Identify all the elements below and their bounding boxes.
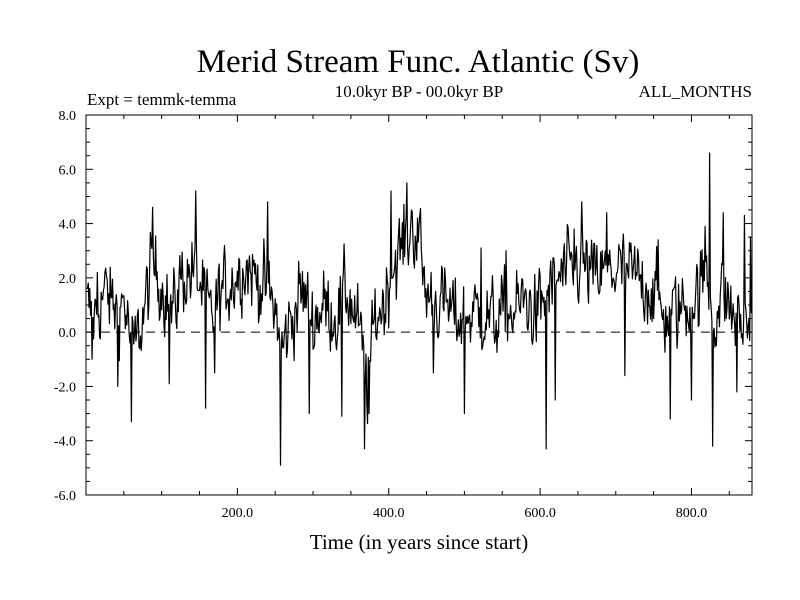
y-tick-label: -2.0	[54, 380, 76, 395]
y-tick-label: 8.0	[59, 109, 77, 124]
y-tick-label: 6.0	[59, 163, 77, 178]
subtitle-expt: Expt = temmk-temma	[87, 90, 237, 109]
chart-texts: Merid Stream Func. Atlantic (Sv) Expt = …	[87, 44, 752, 554]
x-tick-label: 600.0	[524, 506, 556, 521]
x-tick-label: 800.0	[676, 506, 708, 521]
x-axis-label: Time (in years since start)	[310, 530, 529, 554]
subtitle-period: 10.0kyr BP - 00.0kyr BP	[335, 82, 503, 101]
chart-title: Merid Stream Func. Atlantic (Sv)	[197, 44, 640, 80]
y-tick-label: -6.0	[54, 489, 76, 504]
plot-area: -6.0 -4.0 -2.0 0.0 2.0 4.0 6.0 8.0 200.0 400.0 600…	[54, 109, 753, 521]
x-tick-label: 400.0	[373, 506, 405, 521]
y-tick-label: -4.0	[54, 435, 76, 450]
x-tick-label: 200.0	[222, 506, 254, 521]
series-line	[86, 152, 753, 466]
y-tick-label: 0.0	[59, 326, 77, 341]
y-tick-label: 4.0	[59, 218, 77, 233]
subtitle-months: ALL_MONTHS	[639, 82, 752, 101]
y-tick-label: 2.0	[59, 272, 77, 287]
